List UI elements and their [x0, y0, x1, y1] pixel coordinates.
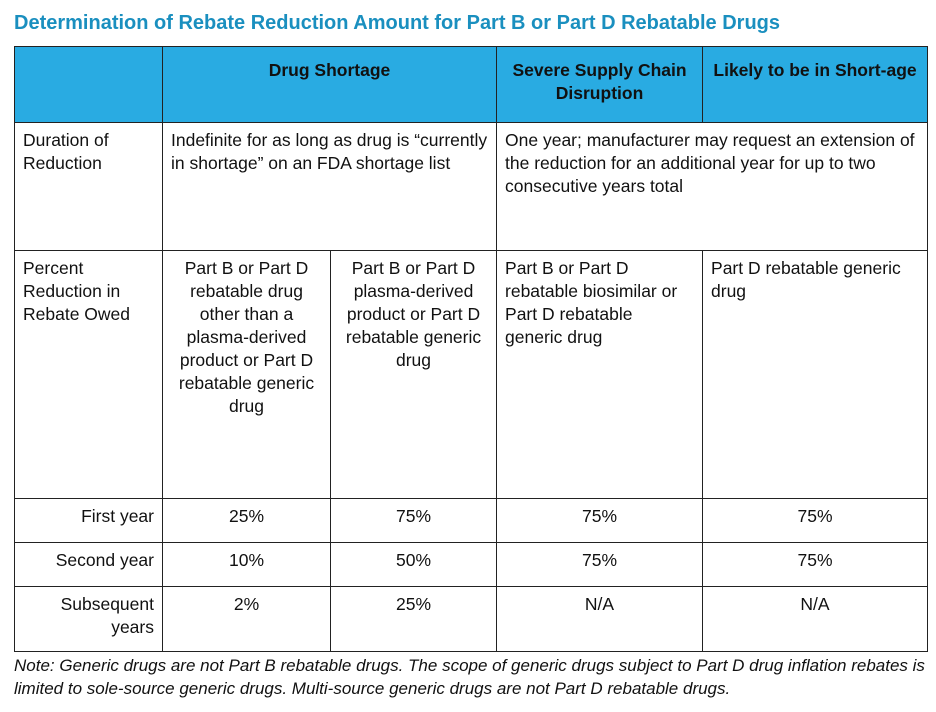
- row: Percent Reduction in Rebate Owed Part B …: [14, 250, 929, 499]
- cell: N/A: [702, 586, 929, 652]
- cell: 75%: [702, 498, 929, 543]
- cell: 75%: [496, 542, 704, 587]
- cell: 25%: [329, 586, 498, 652]
- cell: Indefinite for as long as drug is “curre…: [161, 122, 498, 251]
- row-label: Subsequent years: [14, 586, 163, 652]
- row: Second year 10% 50% 75% 75%: [14, 542, 929, 587]
- rebate-table: Drug Shortage Severe Supply Chain Disrup…: [14, 46, 929, 652]
- cell: 10%: [162, 542, 331, 587]
- cell: 75%: [702, 542, 929, 587]
- cell: 75%: [329, 498, 498, 543]
- header-cell: Severe Supply Chain Disruption: [496, 46, 704, 123]
- header-cell: [14, 46, 163, 123]
- title: Determination of Rebate Reduction Amount…: [14, 12, 781, 34]
- cell: 50%: [329, 542, 498, 587]
- cell: Part D rebatable generic drug: [702, 250, 929, 499]
- row-label: First year: [14, 498, 163, 543]
- cell: Part B or Part D rebatable biosimilar or…: [496, 250, 704, 499]
- cell: N/A: [496, 586, 704, 652]
- note: Note: Generic drugs are not Part B rebat…: [14, 656, 925, 698]
- row: Subsequent years 2% 25% N/A N/A: [14, 586, 929, 652]
- cell: 2%: [162, 586, 331, 652]
- row-label: Duration of Reduction: [14, 122, 163, 251]
- row: First year 25% 75% 75% 75%: [14, 498, 929, 543]
- cell: 25%: [162, 498, 331, 543]
- cell: Part B or Part D rebatable drug other th…: [162, 250, 331, 499]
- cell: One year; manufacturer may request an ex…: [496, 122, 929, 251]
- header-cell: Drug Shortage: [161, 46, 498, 123]
- cell: 75%: [496, 498, 704, 543]
- row-label: Percent Reduction in Rebate Owed: [14, 250, 163, 499]
- row: Duration of Reduction Indefinite for as …: [14, 122, 929, 251]
- row-label: Second year: [14, 542, 163, 587]
- header-cell: Likely to be in Short-age: [702, 46, 929, 123]
- header-row: Drug Shortage Severe Supply Chain Disrup…: [14, 46, 929, 123]
- cell: Part B or Part D plasma-derived product …: [329, 250, 498, 499]
